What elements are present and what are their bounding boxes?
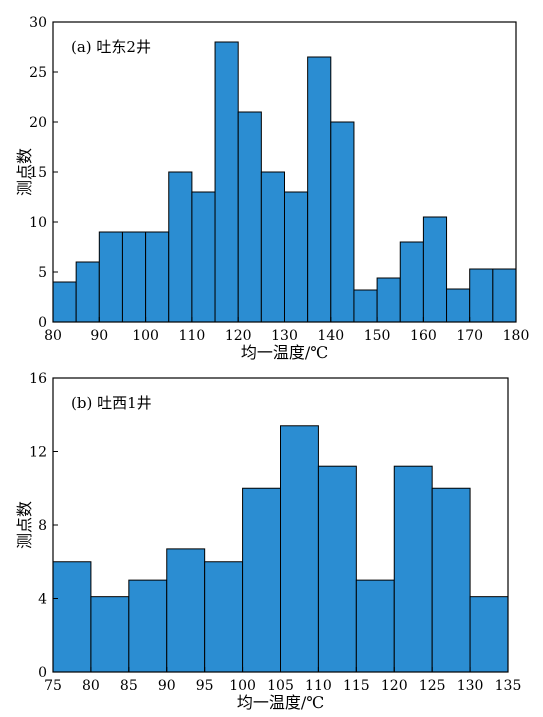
x-axis-label: 均一温度/℃ — [241, 343, 328, 362]
y-tick-label: 25 — [29, 65, 47, 81]
y-tick-label: 15 — [29, 165, 47, 181]
x-tick-label: 75 — [44, 678, 62, 694]
x-tick-label: 80 — [82, 678, 100, 694]
histogram-bar — [191, 191, 216, 323]
histogram-bar — [242, 487, 281, 673]
x-tick-label: 120 — [225, 328, 252, 344]
panel-b: 75 80 85 90 95 100 105 110 115 120 125 130 135 0 4 8 12 1… — [15, 371, 521, 712]
x-tick-label: 80 — [44, 328, 62, 344]
y-axis-label: 测点数 — [15, 148, 34, 196]
histogram-bar — [214, 41, 239, 323]
panel-label: (b) 吐西1井 — [71, 394, 152, 412]
x-tick-label: 170 — [456, 328, 483, 344]
panel-label: (a) 吐东2井 — [71, 38, 151, 56]
histogram-bar — [469, 268, 494, 323]
histogram-bar — [353, 289, 378, 323]
histogram-bar — [145, 231, 170, 323]
histogram-bar — [166, 548, 206, 673]
histogram-bar — [422, 216, 448, 323]
histogram-bar — [376, 277, 401, 323]
panel-a: 80 90 100 110 120 130 140 150 160 170 180 0 5 10 15 20 2… — [15, 15, 529, 362]
y-tick-label: 10 — [29, 215, 47, 231]
histogram-bar — [317, 465, 357, 673]
histogram-bar — [204, 561, 244, 673]
x-tick-label: 160 — [410, 328, 437, 344]
histogram-bar — [75, 261, 100, 323]
y-tick-label: 0 — [38, 665, 47, 681]
x-tick-label: 95 — [196, 678, 214, 694]
histogram-bar — [469, 596, 509, 673]
x-axis-label: 均一温度/℃ — [237, 693, 324, 712]
histogram-bar — [330, 121, 355, 323]
x-tick-label: 100 — [229, 678, 256, 694]
histogram-bar — [307, 56, 332, 323]
histogram-bar — [399, 241, 424, 323]
x-tick-label: 110 — [305, 678, 332, 694]
histogram-bar — [128, 579, 168, 673]
histogram-bar — [284, 191, 309, 323]
histogram-bar — [121, 231, 147, 323]
y-tick-label: 4 — [38, 592, 47, 608]
x-tick-label: 130 — [271, 328, 298, 344]
x-tick-label: 115 — [343, 678, 370, 694]
histogram-bar — [237, 111, 262, 323]
x-tick-label: 130 — [457, 678, 484, 694]
x-tick-label: 125 — [419, 678, 446, 694]
x-tick-label: 100 — [132, 328, 159, 344]
x-tick-label: 180 — [503, 328, 530, 344]
histogram-bar — [492, 268, 517, 323]
histogram-bar — [168, 171, 193, 323]
y-tick-label: 30 — [29, 15, 47, 31]
histogram-bar — [98, 231, 123, 323]
histogram-bar — [52, 281, 77, 323]
x-tick-label: 90 — [90, 328, 108, 344]
histogram-bar — [280, 425, 319, 673]
histogram-bar — [52, 561, 92, 673]
x-tick-label: 105 — [267, 678, 294, 694]
y-tick-label: 5 — [38, 265, 47, 281]
y-tick-label: 12 — [29, 445, 47, 461]
histogram-bar — [431, 487, 471, 673]
histogram-bar — [355, 579, 395, 673]
x-tick-label: 85 — [120, 678, 138, 694]
x-tick-label: 135 — [495, 678, 522, 694]
y-tick-label: 16 — [29, 371, 47, 387]
x-tick-label: 110 — [179, 328, 206, 344]
x-tick-label: 90 — [158, 678, 176, 694]
y-axis-label: 测点数 — [15, 501, 34, 549]
histogram-bar — [260, 171, 286, 323]
y-tick-label: 8 — [38, 518, 47, 534]
x-tick-label: 150 — [364, 328, 391, 344]
x-tick-label: 120 — [381, 678, 408, 694]
x-tick-label: 140 — [317, 328, 344, 344]
y-tick-label: 20 — [29, 115, 47, 131]
histogram-bar — [90, 596, 130, 673]
y-tick-label: 0 — [38, 315, 47, 331]
histogram-bar — [446, 288, 471, 323]
histogram-bar — [393, 465, 433, 673]
